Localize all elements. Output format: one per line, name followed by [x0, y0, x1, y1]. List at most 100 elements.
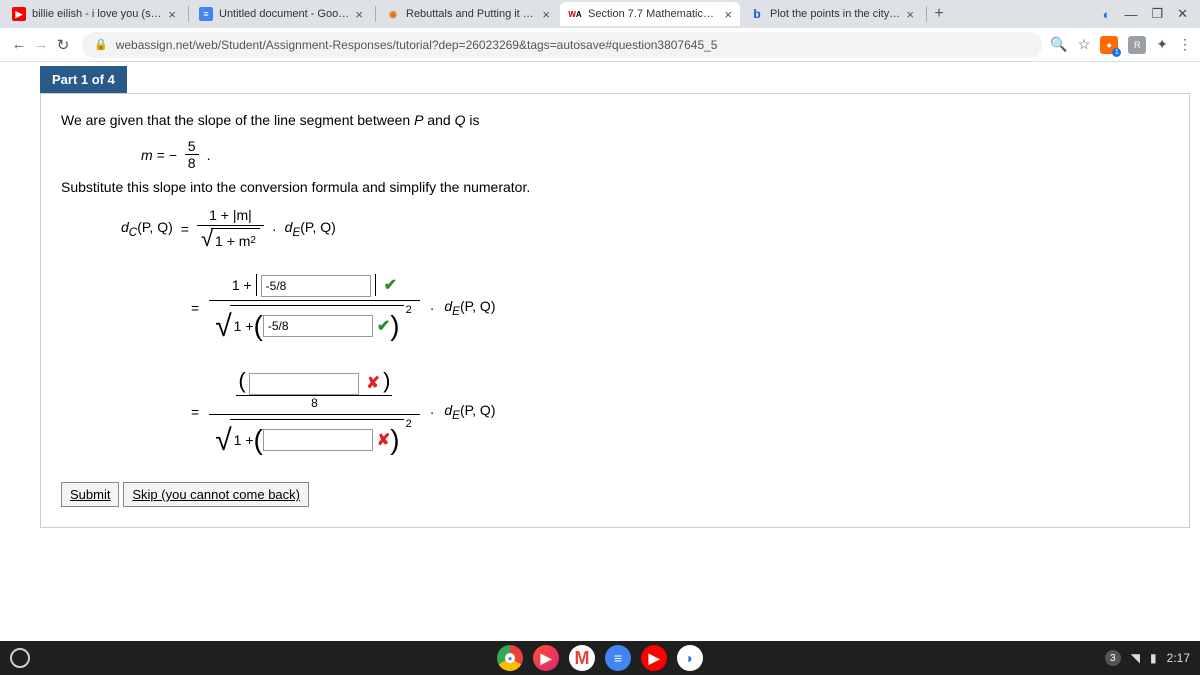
- tab-separator: [188, 6, 189, 22]
- dot: ·: [430, 300, 435, 316]
- minimize-icon[interactable]: —: [1124, 7, 1137, 22]
- answer-input-num2[interactable]: [249, 373, 359, 395]
- restore-icon[interactable]: ❐: [1151, 6, 1163, 22]
- equals: =: [191, 404, 199, 420]
- var-q: Q: [455, 112, 466, 128]
- docs-icon[interactable]: ≡: [605, 645, 631, 671]
- address-bar: ← → ↻ 🔒 webassign.net/web/Student/Assign…: [0, 28, 1200, 62]
- tab-title: Rebuttals and Putting it Togeth: [406, 8, 536, 20]
- youtube-icon[interactable]: ▶: [641, 645, 667, 671]
- sub2-fraction: ( ✘ ) 8 √ 1 + ( ✘ ) 2: [209, 364, 420, 460]
- reload-button[interactable]: ↻: [52, 36, 74, 54]
- docs-icon: ≡: [199, 7, 213, 21]
- period: .: [207, 147, 211, 163]
- page-content: Part 1 of 4 We are given that the slope …: [0, 62, 1200, 528]
- sub1-num: 1 + ✔: [209, 270, 420, 301]
- tab-2[interactable]: ◉ Rebuttals and Putting it Togeth ×: [378, 2, 558, 26]
- squared: 2: [406, 418, 412, 430]
- submit-button[interactable]: Submit: [61, 482, 119, 507]
- tab-title: Plot the points in the city circle: [770, 8, 900, 20]
- taskbar-center: ● ▶ M ≡ ▶ ◗: [497, 645, 703, 671]
- launcher-icon[interactable]: [10, 648, 30, 668]
- numerator: 5: [185, 138, 199, 155]
- inner-den: 8: [236, 396, 392, 410]
- cross-icon: ✘: [377, 430, 390, 450]
- check-icon: ✔: [377, 316, 390, 336]
- equals: =: [181, 221, 189, 237]
- tab-title: Section 7.7 Mathematical Exce: [588, 8, 718, 20]
- slope-lhs: m = −: [141, 147, 177, 163]
- app-icon[interactable]: ◗: [677, 645, 703, 671]
- squared: 2: [406, 304, 412, 316]
- new-tab-button[interactable]: +: [929, 5, 949, 23]
- check-icon: ✔: [384, 275, 397, 295]
- taskbar-right: 3 ◥ ▮ 2:17: [1105, 650, 1190, 666]
- denominator: 8: [185, 155, 199, 171]
- clock[interactable]: 2:17: [1167, 651, 1190, 665]
- one-plus: 1 +: [234, 432, 254, 448]
- substitution-2: = ( ✘ ) 8 √ 1 +: [201, 364, 1169, 460]
- url-input[interactable]: 🔒 webassign.net/web/Student/Assignment-R…: [82, 32, 1042, 58]
- formula-definition: dC(P, Q) = 1 + |m| √1 + m2 · dE(P, Q): [121, 205, 1169, 252]
- tab-separator: [926, 6, 927, 22]
- notification-badge[interactable]: 3: [1105, 650, 1121, 666]
- dot: ·: [430, 404, 435, 420]
- url-text: webassign.net/web/Student/Assignment-Res…: [116, 38, 718, 52]
- gmail-icon[interactable]: M: [569, 645, 595, 671]
- substitution-1: = 1 + ✔ √ 1 + ( ✔ ) 2: [201, 270, 1169, 346]
- action-buttons: Submit Skip (you cannot come back): [61, 482, 1169, 507]
- close-icon[interactable]: ×: [355, 7, 363, 22]
- zoom-icon[interactable]: 🔍: [1050, 36, 1067, 53]
- dc-pq: dC(P, Q): [121, 219, 173, 239]
- answer-input-den2[interactable]: [263, 429, 373, 451]
- skip-button[interactable]: Skip (you cannot come back): [123, 482, 309, 507]
- close-icon[interactable]: ×: [906, 7, 914, 22]
- chrome-icon[interactable]: ●: [497, 645, 523, 671]
- tab-title: billie eilish - i love you (slowed: [32, 8, 162, 20]
- equals: =: [191, 300, 199, 316]
- formula-den: √1 + m2: [197, 226, 264, 252]
- battery-icon[interactable]: ▮: [1150, 651, 1157, 665]
- de-pq: dE(P, Q): [444, 402, 495, 422]
- sub1-den: √ 1 + ( ✔ ) 2: [209, 301, 420, 346]
- extension-icon-2[interactable]: R: [1128, 36, 1146, 54]
- lock-icon: 🔒: [94, 38, 108, 51]
- extension-icon[interactable]: ●1: [1100, 36, 1118, 54]
- bookmark-icon[interactable]: ☆: [1078, 36, 1091, 53]
- sync-icon[interactable]: ◐: [1103, 7, 1111, 22]
- tab-0[interactable]: ▶ billie eilish - i love you (slowed ×: [4, 2, 184, 26]
- intro-line: We are given that the slope of the line …: [61, 112, 1169, 128]
- answer-input-num1[interactable]: [261, 275, 371, 297]
- sub2-den: √ 1 + ( ✘ ) 2: [209, 415, 420, 460]
- one-plus: 1 +: [232, 277, 252, 293]
- taskbar-left: [10, 648, 30, 668]
- close-icon[interactable]: ×: [542, 7, 550, 22]
- extensions-icon[interactable]: ✦: [1156, 36, 1168, 53]
- answer-input-den1[interactable]: [263, 315, 373, 337]
- slope-fraction: 5 8: [185, 138, 199, 171]
- tab-3-active[interactable]: WA Section 7.7 Mathematical Exce ×: [560, 2, 740, 26]
- play-icon[interactable]: ▶: [533, 645, 559, 671]
- tab-1[interactable]: ≡ Untitled document - Google Do ×: [191, 2, 371, 26]
- youtube-icon: ▶: [12, 7, 26, 21]
- site-icon: ◉: [386, 7, 400, 21]
- text: We are given that the slope of the line …: [61, 112, 414, 128]
- de-pq: dE(P, Q): [285, 219, 336, 239]
- tab-separator: [375, 6, 376, 22]
- close-window-icon[interactable]: ✕: [1177, 6, 1188, 22]
- question-box: We are given that the slope of the line …: [40, 93, 1190, 528]
- close-icon[interactable]: ×: [724, 7, 732, 22]
- tab-strip: ▶ billie eilish - i love you (slowed × ≡…: [0, 0, 1200, 28]
- forward-button[interactable]: →: [30, 36, 52, 53]
- brainly-icon: b: [750, 7, 764, 21]
- abs-bars: [256, 274, 376, 296]
- close-icon[interactable]: ×: [168, 7, 176, 22]
- menu-icon[interactable]: ⋮: [1178, 36, 1192, 53]
- tab-4[interactable]: b Plot the points in the city circle ×: [742, 2, 922, 26]
- window-controls: ◐ — ❐ ✕: [1103, 6, 1196, 22]
- back-button[interactable]: ←: [8, 36, 30, 53]
- taskbar: ● ▶ M ≡ ▶ ◗ 3 ◥ ▮ 2:17: [0, 641, 1200, 675]
- dot: ·: [272, 221, 277, 237]
- formula-fraction: 1 + |m| √1 + m2: [197, 205, 264, 252]
- wifi-icon[interactable]: ◥: [1131, 651, 1140, 665]
